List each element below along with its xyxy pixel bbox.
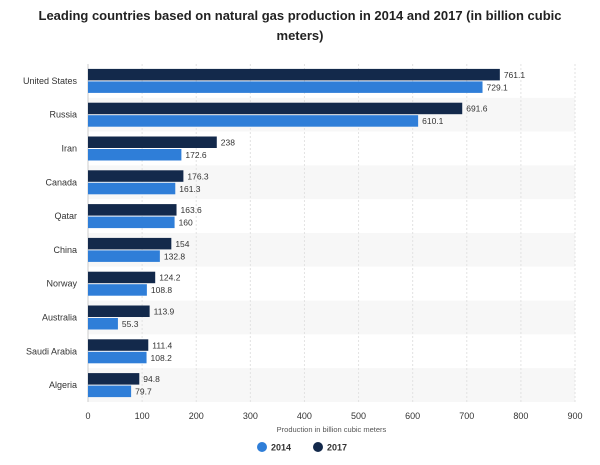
category-label-norway: Norway — [46, 279, 77, 289]
bar-2017-australia[interactable] — [88, 305, 150, 318]
x-tick-label: 800 — [513, 411, 528, 421]
data-label-2014-united-states: 729.1 — [487, 82, 509, 92]
bar-2014-saudi-arabia[interactable] — [88, 351, 147, 364]
data-label-2014-qatar: 160 — [179, 218, 193, 228]
data-label-2017-iran: 238 — [221, 138, 235, 148]
data-label-2014-norway: 108.8 — [151, 285, 173, 295]
data-label-2014-australia: 55.3 — [122, 319, 139, 329]
category-label-russia: Russia — [49, 110, 77, 120]
x-tick-label: 600 — [405, 411, 420, 421]
category-label-united-states: United States — [23, 76, 78, 86]
bar-2014-china[interactable] — [88, 250, 160, 262]
bar-2017-china[interactable] — [88, 237, 172, 250]
category-label-australia: Australia — [42, 313, 77, 323]
data-label-2014-canada: 161.3 — [179, 184, 201, 194]
band-background — [88, 334, 575, 369]
band-background — [88, 266, 575, 301]
bar-2017-saudi-arabia[interactable] — [88, 339, 149, 351]
x-tick-label: 0 — [85, 411, 90, 421]
bar-2017-united-states[interactable] — [88, 68, 500, 81]
band-background — [88, 300, 575, 335]
bar-2014-qatar[interactable] — [88, 216, 175, 229]
legend-label-2014[interactable]: 2014 — [271, 443, 291, 453]
x-tick-label: 200 — [189, 411, 204, 421]
bar-2014-norway[interactable] — [88, 284, 147, 296]
category-label-algeria: Algeria — [49, 380, 77, 390]
legend-marker-2014[interactable] — [257, 442, 267, 452]
category-label-qatar: Qatar — [54, 211, 77, 221]
category-label-iran: Iran — [61, 144, 77, 154]
bar-2017-norway[interactable] — [88, 271, 156, 284]
band-background — [88, 368, 575, 402]
data-label-2017-russia: 691.6 — [466, 104, 488, 114]
chart-title: Leading countries based on natural gas p… — [38, 8, 562, 43]
data-label-2017-australia: 113.9 — [154, 307, 175, 317]
data-label-2014-saudi-arabia: 108.2 — [151, 353, 173, 363]
data-label-2017-norway: 124.2 — [159, 273, 181, 283]
bar-2017-russia[interactable] — [88, 102, 463, 115]
category-label-saudi-arabia: Saudi Arabia — [26, 346, 77, 356]
bar-2014-russia[interactable] — [88, 115, 419, 127]
category-label-china: China — [53, 245, 77, 255]
data-label-2017-saudi-arabia: 111.4 — [152, 340, 172, 350]
data-label-2014-algeria: 79.7 — [135, 387, 152, 397]
bar-2014-australia[interactable] — [88, 318, 118, 330]
legend-label-2017[interactable]: 2017 — [327, 443, 347, 453]
x-tick-label: 700 — [459, 411, 474, 421]
data-label-2017-canada: 176.3 — [187, 171, 209, 181]
data-label-2017-united-states: 761.1 — [504, 70, 526, 80]
data-label-2014-russia: 610.1 — [422, 116, 444, 126]
data-label-2014-china: 132.8 — [164, 251, 186, 261]
bar-2017-canada[interactable] — [88, 170, 184, 182]
x-tick-label: 100 — [135, 411, 150, 421]
bar-2017-algeria[interactable] — [88, 373, 140, 385]
legend-marker-2017[interactable] — [313, 442, 323, 452]
bar-2014-algeria[interactable] — [88, 385, 132, 398]
data-label-2017-china: 154 — [175, 239, 189, 249]
x-axis-title: Production in billion cubic meters — [277, 425, 387, 434]
bar-2014-canada[interactable] — [88, 182, 176, 195]
bar-2017-qatar[interactable] — [88, 204, 177, 216]
category-label-canada: Canada — [45, 177, 77, 187]
x-tick-label: 500 — [351, 411, 366, 421]
data-label-2017-qatar: 163.6 — [181, 205, 203, 215]
data-label-2014-iran: 172.6 — [185, 150, 207, 160]
bar-2017-iran[interactable] — [88, 136, 217, 149]
x-tick-label: 900 — [567, 411, 582, 421]
x-tick-label: 300 — [243, 411, 258, 421]
data-label-2017-algeria: 94.8 — [143, 374, 160, 384]
bar-2014-iran[interactable] — [88, 149, 182, 161]
x-tick-label: 400 — [297, 411, 312, 421]
bar-2014-united-states[interactable] — [88, 81, 483, 93]
